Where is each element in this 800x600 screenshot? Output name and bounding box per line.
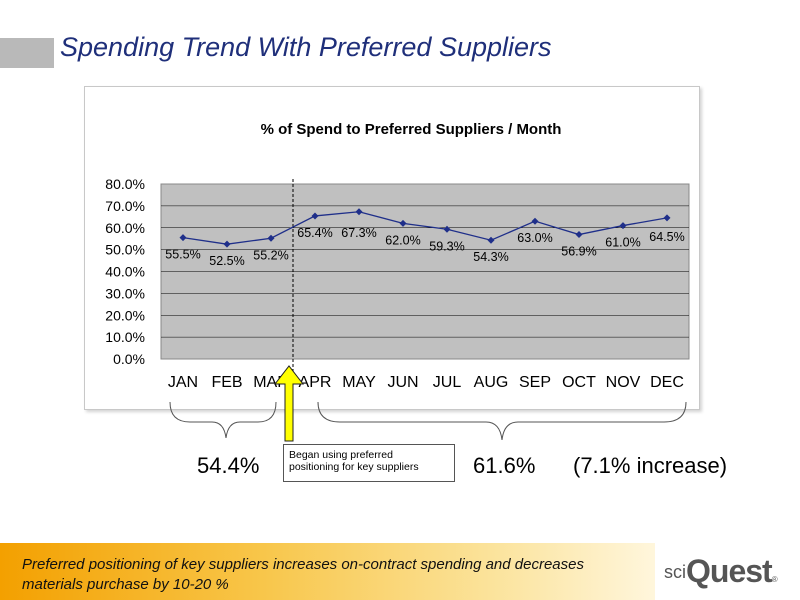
data-label: 54.3%	[473, 250, 508, 264]
data-label: 67.3%	[341, 226, 376, 240]
line-chart: % of Spend to Preferred Suppliers / Mont…	[105, 121, 690, 409]
x-tick-label: APR	[299, 374, 332, 391]
x-tick-label: FEB	[211, 374, 242, 391]
note-line-2: positioning for key suppliers	[289, 461, 419, 473]
logo-main: Quest	[686, 553, 773, 589]
logo-prefix: sci	[664, 562, 686, 582]
data-label: 62.0%	[385, 233, 420, 247]
data-point	[267, 234, 275, 242]
y-tick-label: 70.0%	[105, 198, 145, 214]
y-tick-label: 40.0%	[105, 264, 145, 280]
footer-text: Preferred positioning of key suppliers i…	[22, 556, 584, 593]
footer-band	[0, 543, 655, 600]
data-label: 52.5%	[209, 254, 244, 268]
data-label: 64.5%	[649, 230, 684, 244]
x-tick-label: SEP	[519, 374, 551, 391]
logo-mark: ®	[771, 575, 778, 584]
before-average: 54.4%	[197, 453, 260, 478]
data-point	[179, 234, 187, 242]
x-tick-label: JAN	[168, 374, 198, 391]
sciquest-logo: sciQuest®	[664, 553, 778, 589]
x-tick-label: DEC	[650, 374, 684, 391]
data-point	[663, 214, 671, 222]
data-point	[575, 231, 583, 239]
data-label: 61.0%	[605, 236, 640, 250]
after-increase: (7.1% increase)	[573, 453, 728, 478]
data-point	[487, 236, 495, 244]
slide-title: Spending Trend With Preferred Suppliers	[60, 32, 552, 62]
data-label: 55.2%	[253, 248, 288, 262]
y-tick-label: 10.0%	[105, 329, 145, 345]
y-tick-label: 20.0%	[105, 307, 145, 323]
data-point	[223, 240, 231, 248]
x-tick-label: AUG	[474, 374, 509, 391]
y-tick-label: 0.0%	[113, 351, 145, 367]
x-tick-label: OCT	[562, 374, 596, 391]
data-label: 56.9%	[561, 245, 596, 259]
data-point	[619, 222, 627, 230]
data-label: 55.5%	[165, 248, 200, 262]
data-label: 63.0%	[517, 231, 552, 245]
chart-title: % of Spend to Preferred Suppliers / Mont…	[261, 121, 562, 138]
data-point	[531, 217, 539, 225]
series-line	[182, 211, 668, 245]
y-tick-label: 50.0%	[105, 242, 145, 258]
x-tick-label: NOV	[606, 374, 641, 391]
data-point	[399, 219, 407, 227]
y-tick-label: 80.0%	[105, 176, 145, 192]
data-point	[311, 212, 319, 220]
x-tick-label: MAY	[342, 374, 376, 391]
note-callout: Began using preferred positioning for ke…	[283, 444, 455, 482]
x-tick-label: JUL	[433, 374, 462, 391]
note-line-1: Began using preferred	[289, 449, 393, 461]
chart-panel: % of Spend to Preferred Suppliers / Mont…	[84, 86, 700, 410]
data-label: 65.4%	[297, 226, 332, 240]
y-tick-label: 60.0%	[105, 220, 145, 236]
x-tick-label: JUN	[387, 374, 418, 391]
data-point	[355, 208, 363, 216]
title-accent-bar	[0, 38, 54, 68]
data-label: 59.3%	[429, 239, 464, 253]
y-tick-label: 30.0%	[105, 285, 145, 301]
x-tick-label: MAR	[253, 374, 289, 391]
data-point	[443, 225, 451, 233]
after-average: 61.6%	[473, 453, 536, 478]
